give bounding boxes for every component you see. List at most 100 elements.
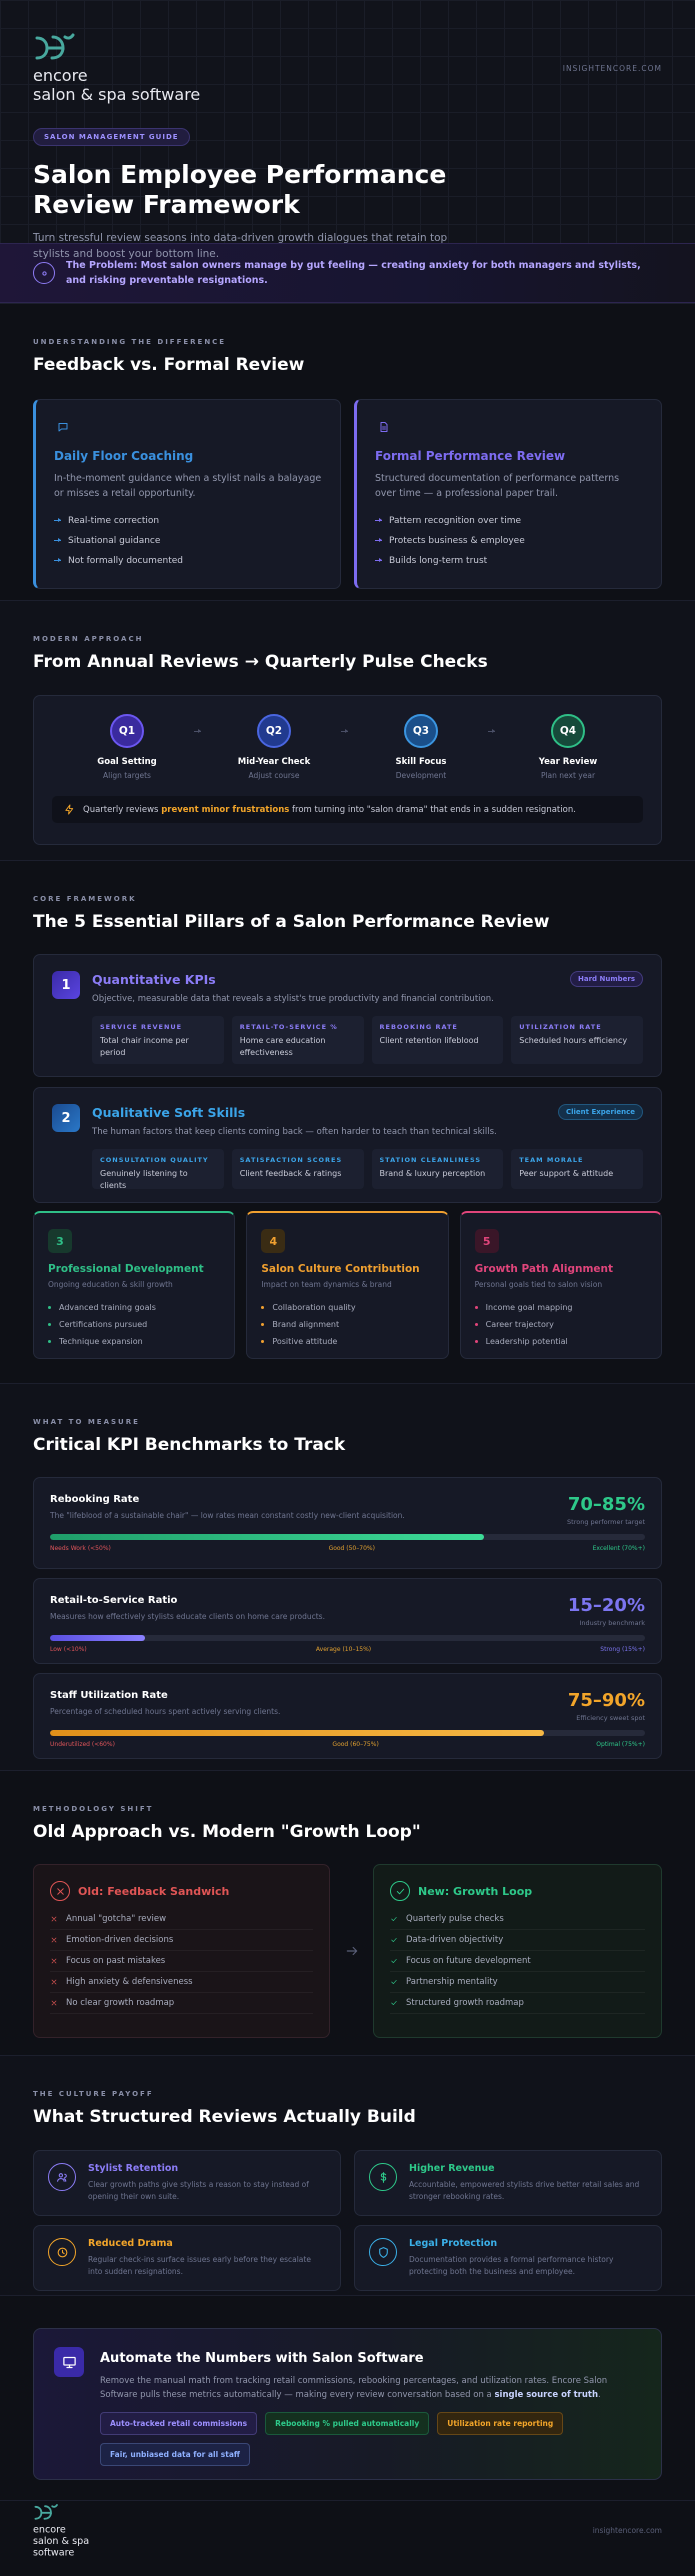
metric-name: TEAM MORALE <box>519 1156 584 1164</box>
step-arrow <box>193 729 201 733</box>
item-text: Leadership potential <box>485 1337 568 1346</box>
pillar-list: Income goal mapping Career trajectory Lead… <box>474 1299 647 1350</box>
step-subtitle: Adjust course <box>248 771 300 780</box>
pillar-list: Advanced training goals Certifications pu… <box>48 1299 220 1350</box>
kpi-top: Retail-to-Service Ratio Measures how effe… <box>50 1595 645 1627</box>
item-text: Quarterly pulse checks <box>406 1914 504 1924</box>
section: WHAT TO MEASURE Critical KPI Benchmarks t… <box>0 1383 695 1770</box>
metric-detail: Peer support & attitude <box>519 1169 614 1178</box>
heading: The 5 Essential Pillars of a Salon Perfo… <box>33 912 550 932</box>
metric-detail: Genuinely listening to clients <box>100 1169 188 1190</box>
metric: STATION CLEANLINESS Brand & luxury percep… <box>371 1149 504 1189</box>
list-item: Pattern recognition over time <box>375 511 643 531</box>
kpi-description: The "lifeblood of a sustainable chair" —… <box>50 1511 405 1520</box>
metric: SATISFACTION SCORES Client feedback & rat… <box>231 1149 364 1189</box>
problem-banner: The Problem: Most salon owners manage by… <box>0 243 695 303</box>
icon-shape <box>65 804 74 815</box>
bullet <box>48 1306 51 1309</box>
metric-name: SERVICE REVENUE <box>100 1023 183 1031</box>
payoff-description: Documentation provides a formal performa… <box>409 2255 614 2276</box>
icon-shape <box>40 2505 52 2514</box>
approach-header: Old: Feedback Sandwich <box>50 1881 313 1901</box>
progress-track <box>50 1534 645 1540</box>
item-text: High anxiety & defensiveness <box>66 1977 193 1987</box>
kpi-title: Staff Utilization Rate <box>50 1690 168 1701</box>
cta-chip: Utilization rate reporting <box>437 2412 564 2435</box>
step-title: Goal Setting <box>97 757 157 767</box>
bullet <box>48 1323 51 1326</box>
progress-scale: Needs Work (<50%) Good (50–70%) Excellent … <box>50 1545 645 1552</box>
metric-detail: Client retention lifeblood <box>379 1036 479 1045</box>
comparison-card: Formal Performance Review Structured docu… <box>354 399 662 589</box>
cta-text-after: . <box>598 2390 601 2400</box>
icon-shape <box>56 2177 65 2182</box>
pillar-description: Objective, measurable data that reveals … <box>92 994 494 1004</box>
pillar-number: 2 <box>52 1104 80 1132</box>
step-circle: Q2 <box>257 714 291 748</box>
icon <box>390 1881 410 1901</box>
pillar-title-row: Quantitative KPIs Hard Numbers <box>92 971 643 987</box>
icon <box>48 2163 76 2191</box>
step-circle: Q4 <box>551 714 585 748</box>
approach-item: Focus on past mistakes <box>50 1951 313 1972</box>
icon-shape <box>391 1980 397 1984</box>
scale-label: Strong (15%+) <box>600 1646 645 1653</box>
icon-shape <box>58 423 68 432</box>
section: METHODOLOGY SHIFT Old Approach vs. Modern… <box>0 1770 695 2055</box>
icon <box>50 1881 70 1901</box>
pillar-body: Qualitative Soft Skills Client Experience… <box>92 1104 643 1202</box>
heading: What Structured Reviews Actually Build <box>33 2107 416 2127</box>
logo-mark <box>33 2503 58 2521</box>
metric: UTILIZATION RATE Scheduled hours efficien… <box>511 1016 643 1064</box>
logo-name: encore <box>33 2523 66 2535</box>
kpi-range-note: Strong performer target <box>567 1518 645 1526</box>
scale-label: Underutilized (<60%) <box>50 1741 115 1748</box>
approach-item: Data-driven objectivity <box>390 1930 645 1951</box>
icon <box>50 1957 58 1965</box>
kpi-right: 75–90% Efficiency sweet spot <box>568 1690 645 1722</box>
icon <box>345 1944 359 1958</box>
pillar-description: The human factors that keep clients comi… <box>92 1127 497 1137</box>
note-highlight: prevent minor frustrations <box>161 804 290 815</box>
icon-shape <box>35 33 75 60</box>
list-item: Certifications pursued <box>48 1316 220 1333</box>
item-text: Pattern recognition over time <box>389 516 522 526</box>
metrics-row: CONSULTATION QUALITY Genuinely listening … <box>92 1149 643 1190</box>
icon-shape <box>396 1888 404 1894</box>
cta-text: Remove the manual math from tracking ret… <box>100 2374 641 2402</box>
metric-name: STATION CLEANLINESS <box>379 1156 482 1164</box>
section: CORE FRAMEWORK The 5 Essential Pillars of… <box>0 860 695 1383</box>
bullet <box>261 1340 265 1343</box>
icon-shape <box>58 2172 63 2177</box>
icon <box>369 2238 397 2266</box>
heading: Feedback vs. Formal Review <box>33 355 305 375</box>
comparison-row: Daily Floor Coaching In-the-moment guidan… <box>33 399 662 589</box>
kpi-description: Percentage of scheduled hours spent acti… <box>50 1707 281 1716</box>
cta-box: Automate the Numbers with Salon Software… <box>33 2328 662 2480</box>
icon-shape <box>65 2363 73 2368</box>
payoff-title: Legal Protection <box>409 2238 498 2249</box>
bullet-arrow <box>54 538 61 542</box>
payoff-description: Regular check-ins surface issues early b… <box>88 2255 311 2276</box>
list-item: Situational guidance <box>54 531 322 551</box>
metric-name: REBOOKING RATE <box>379 1023 458 1031</box>
methodology-arrow <box>330 1944 373 1958</box>
methodology-row: Old: Feedback Sandwich Annual "gotcha" re… <box>33 1864 662 2038</box>
scale-label: Average (10–15%) <box>315 1646 372 1653</box>
logo: encore salon & spa software <box>33 2503 105 2558</box>
logo-tagline: salon & spa software <box>33 85 201 104</box>
icon <box>64 804 75 815</box>
payoff-description: Accountable, empowered stylists drive be… <box>409 2180 640 2201</box>
icon-shape <box>41 270 47 276</box>
payoff-body: Stylist Retention Clear growth paths give… <box>88 2163 326 2203</box>
note-text: Quarterly reviews prevent minor frustrat… <box>83 805 576 815</box>
icon-shape <box>346 1946 357 1956</box>
card-description: Structured documentation of performance … <box>375 473 620 499</box>
pillar-title: Growth Path Alignment <box>474 1263 614 1275</box>
icon-shape <box>391 2001 397 2005</box>
pillar-cards-row: 3 Professional Development Ongoing educati… <box>33 1211 662 1359</box>
kpi-range-note: Industry benchmark <box>579 1619 646 1627</box>
metric: RETAIL-TO-SERVICE % Home care education e… <box>231 1016 364 1064</box>
